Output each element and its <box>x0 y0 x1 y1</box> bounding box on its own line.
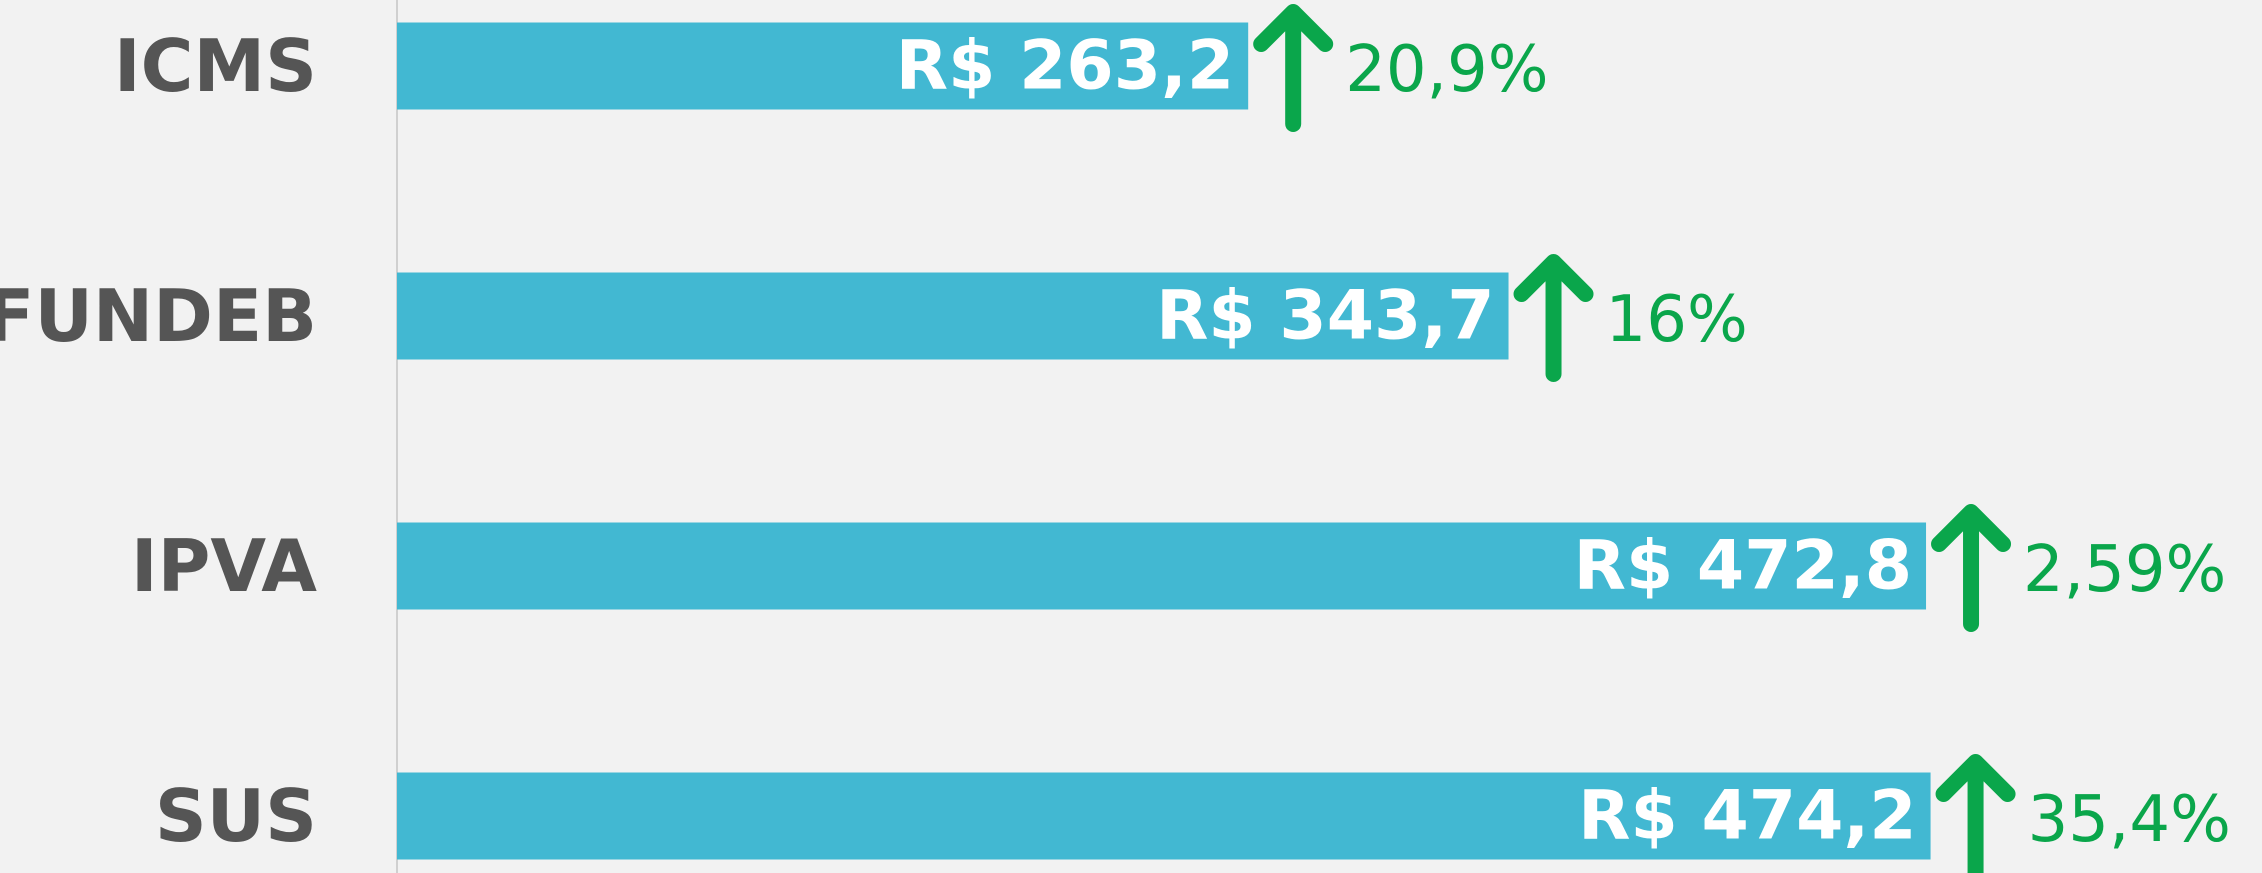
bar <box>397 272 1509 360</box>
change-arrow <box>1935 754 2016 873</box>
bar <box>397 522 1927 610</box>
change-label: 35,4% <box>2028 783 2231 857</box>
category-label: SUS <box>155 774 317 858</box>
change-arrow <box>1253 4 1334 132</box>
category-label: ICMS <box>114 24 317 108</box>
bar <box>397 22 1249 110</box>
value-label: R$ 474,2 <box>1578 777 1916 856</box>
bar <box>397 772 1931 860</box>
change-arrow <box>1513 254 1594 382</box>
value-label: R$ 343,7 <box>1156 277 1494 356</box>
change-label: 16% <box>1606 283 1748 357</box>
value-label: R$ 263,2 <box>896 27 1234 106</box>
change-arrow <box>1931 504 2012 632</box>
value-label: R$ 472,8 <box>1574 527 1912 606</box>
category-label: FUNDEB <box>0 274 317 358</box>
category-label: IPVA <box>131 524 317 608</box>
change-label: 20,9% <box>1345 33 1548 107</box>
change-label: 2,59% <box>2023 533 2226 607</box>
